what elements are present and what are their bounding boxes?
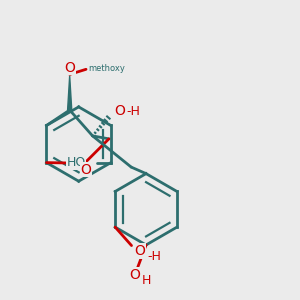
Text: O: O xyxy=(129,268,140,282)
Text: -H: -H xyxy=(147,250,161,263)
Text: H: H xyxy=(142,274,152,287)
Text: O: O xyxy=(81,163,92,177)
Text: O: O xyxy=(114,104,125,118)
Text: methoxy: methoxy xyxy=(88,64,125,73)
Polygon shape xyxy=(68,76,72,110)
Text: O: O xyxy=(64,61,75,74)
Text: HO: HO xyxy=(66,156,85,169)
Text: -H: -H xyxy=(126,105,140,118)
Text: O: O xyxy=(134,244,145,258)
